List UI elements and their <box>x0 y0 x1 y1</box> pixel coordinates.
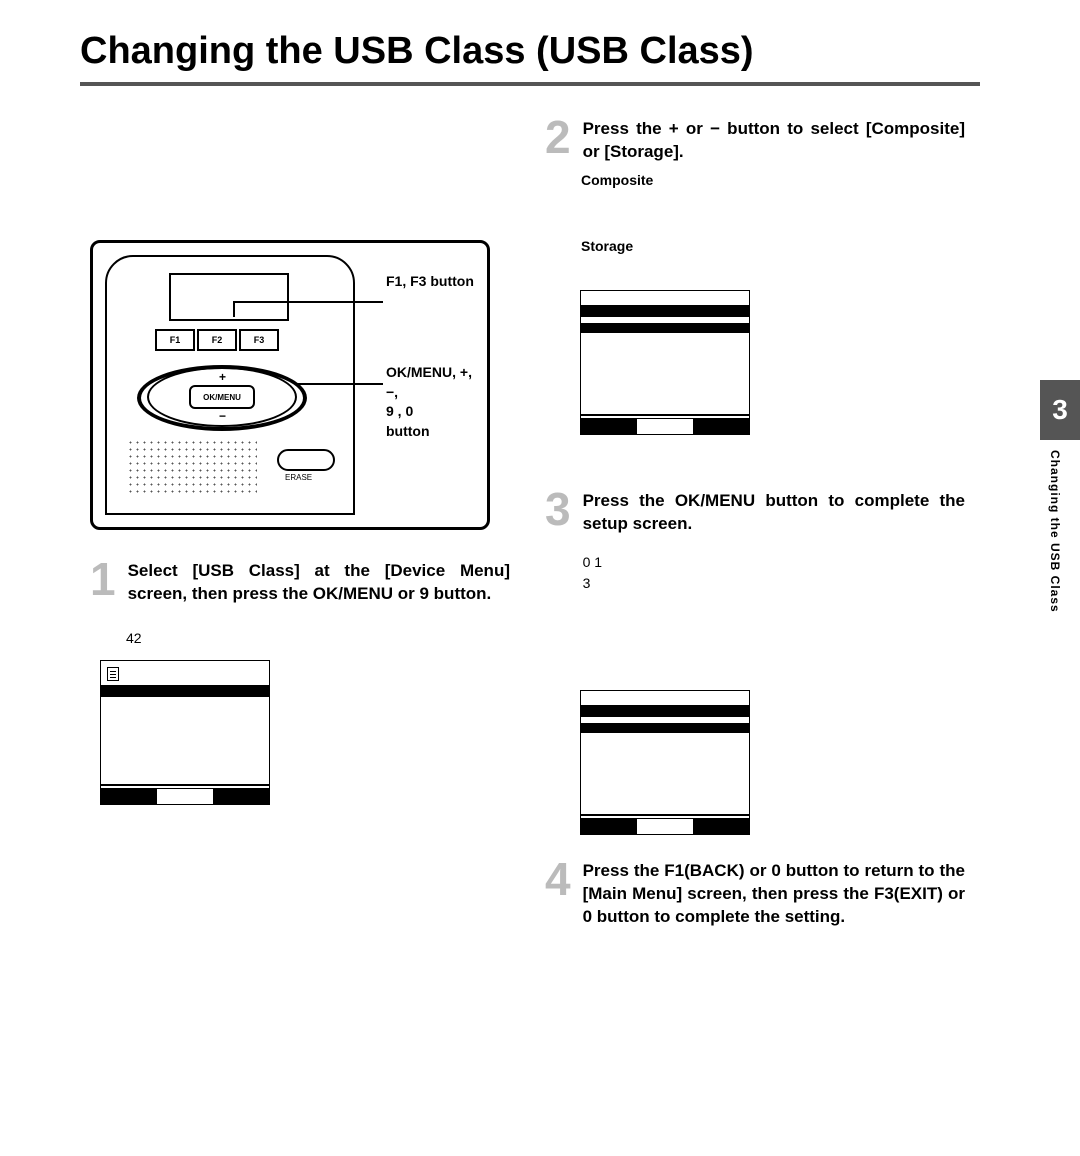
page-title: Changing the USB Class (USB Class) <box>80 30 754 73</box>
callout-line <box>295 383 383 385</box>
screen-divider <box>101 784 269 786</box>
ui-screenshot-2 <box>580 290 750 435</box>
screen-selection-bar <box>581 323 749 333</box>
chapter-number: 3 <box>1052 394 1068 426</box>
screen-selection-bar <box>581 723 749 733</box>
device-illustration-container: F1 F2 F3 OK/MENU + − ERASE F1, F3 button… <box>90 240 500 530</box>
step-3: 3 Press the OK/MENU button to complete t… <box>545 490 965 594</box>
step-number: 1 <box>90 560 116 599</box>
device-illustration: F1 F2 F3 OK/MENU + − ERASE F1, F3 button… <box>90 240 490 530</box>
erase-button <box>277 449 335 471</box>
minus-icon: − <box>219 409 226 423</box>
step-number: 3 <box>545 490 571 529</box>
storage-label: Storage <box>581 238 965 254</box>
screen-divider <box>581 414 749 416</box>
step-text: Press the OK/MENU button to complete the… <box>583 490 965 536</box>
ok-menu-button: OK/MENU <box>189 385 255 409</box>
screen-footer <box>581 818 749 834</box>
step-number: 4 <box>545 860 571 899</box>
screen-header-bar <box>101 685 269 697</box>
step-2: 2 Press the + or − button to select [Com… <box>545 118 965 164</box>
ui-screenshot-3 <box>580 690 750 835</box>
step-1: 1 Select [USB Class] at the [Device Menu… <box>90 560 510 606</box>
f3-button: F3 <box>239 329 279 351</box>
step-text: Press the F1(BACK) or 0 button to return… <box>583 860 965 929</box>
plus-icon: + <box>219 370 226 384</box>
callout-okmenu: OK/MENU, +, −, 9 , 0 button <box>386 363 487 441</box>
step-text: Press the + or − button to select [Compo… <box>583 118 965 164</box>
screen-header-bar <box>581 305 749 317</box>
title-rule <box>80 82 980 86</box>
callout-line <box>233 301 235 317</box>
ui-screenshot-1 <box>100 660 270 805</box>
screen-header-bar <box>581 705 749 717</box>
right-column: 2 Press the + or − button to select [Com… <box>545 118 965 254</box>
step-4: 4 Press the F1(BACK) or 0 button to retu… <box>545 860 965 929</box>
screen-footer <box>101 788 269 804</box>
screen-footer <box>581 418 749 434</box>
f1-button: F1 <box>155 329 195 351</box>
chapter-label: Changing the USB Class <box>1048 450 1062 613</box>
chapter-tab: 3 <box>1040 380 1080 440</box>
step-note: 0 1 3 <box>583 552 943 594</box>
step-text: Select [USB Class] at the [Device Menu] … <box>128 560 510 606</box>
page-reference: 42 <box>126 630 142 646</box>
device-screen <box>169 273 289 321</box>
screen-icon <box>107 667 119 681</box>
speaker-grille <box>127 439 257 495</box>
erase-label: ERASE <box>285 473 312 482</box>
f-button-row: F1 F2 F3 <box>155 329 279 351</box>
device-panel: F1 F2 F3 OK/MENU + − ERASE <box>105 255 355 515</box>
f2-button: F2 <box>197 329 237 351</box>
callout-f-buttons: F1, F3 button <box>386 273 474 289</box>
composite-label: Composite <box>581 172 965 188</box>
step-number: 2 <box>545 118 571 157</box>
screen-divider <box>581 814 749 816</box>
callout-line <box>233 301 383 303</box>
